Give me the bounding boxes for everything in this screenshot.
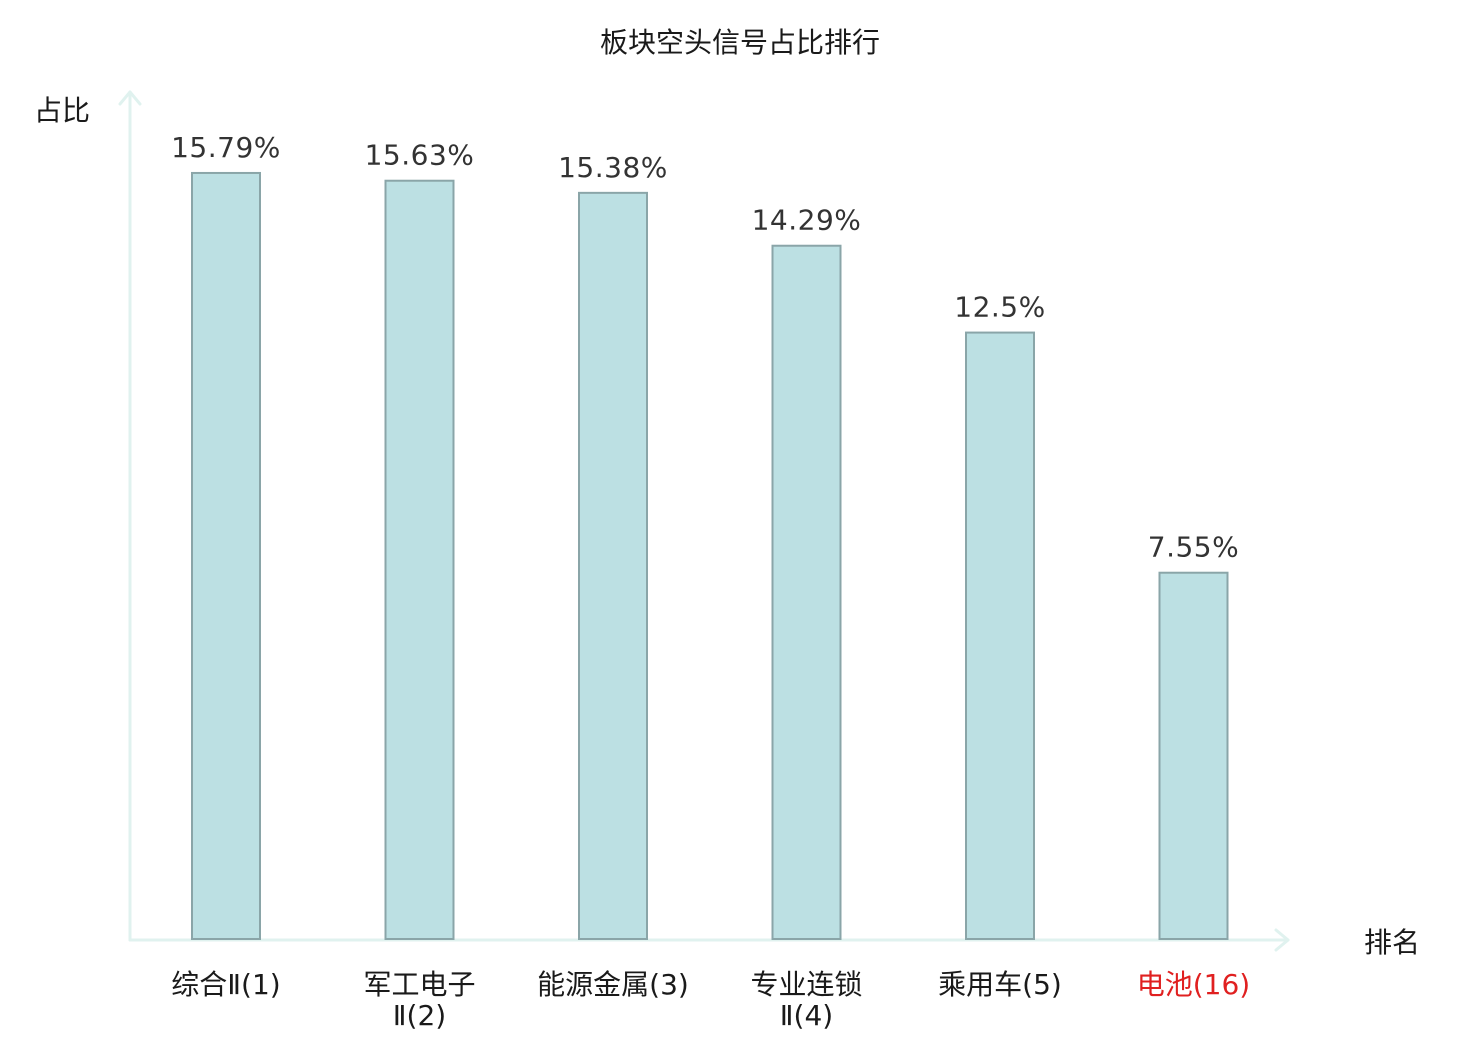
chart-title: 板块空头信号占比排行 [600, 26, 880, 59]
bar-2 [578, 191, 648, 940]
value-label-2: 15.38% [558, 151, 668, 184]
axes [118, 90, 1290, 952]
bar-4 [965, 331, 1035, 941]
category-label-0: 综合Ⅱ(1) [171, 968, 280, 1001]
value-label-1: 15.63% [365, 139, 475, 172]
bar-1 [384, 179, 455, 940]
value-label-0: 15.79% [171, 131, 281, 164]
y-axis-label: 占比 [34, 94, 90, 127]
category-label-3-line-0: 专业连锁 [750, 968, 862, 1001]
category-label-3-line-1: Ⅱ(4) [780, 999, 833, 1032]
value-label-3: 14.29% [752, 204, 862, 237]
category-label-1-line-1: Ⅱ(2) [393, 999, 446, 1032]
bar-0 [191, 171, 261, 941]
x-axis-arrow-icon [1274, 928, 1290, 952]
value-label-5: 7.55% [1148, 531, 1239, 564]
bars-group [191, 171, 1229, 941]
y-axis-arrow-icon [118, 90, 142, 106]
category-label-4: 乘用车(5) [938, 968, 1062, 1001]
bar-3 [771, 244, 842, 941]
value-labels-group: 15.79% 15.63% 15.38% 14.29% 12.5% 7.55% [171, 131, 1239, 564]
category-label-2: 能源金属(3) [537, 968, 689, 1001]
category-label-5: 电池(16) [1137, 968, 1250, 1001]
bar-5 [1158, 571, 1229, 941]
x-axis-label: 排名 [1364, 926, 1420, 959]
category-label-1-line-0: 军工电子 [363, 968, 475, 1001]
value-label-4: 12.5% [954, 291, 1045, 324]
